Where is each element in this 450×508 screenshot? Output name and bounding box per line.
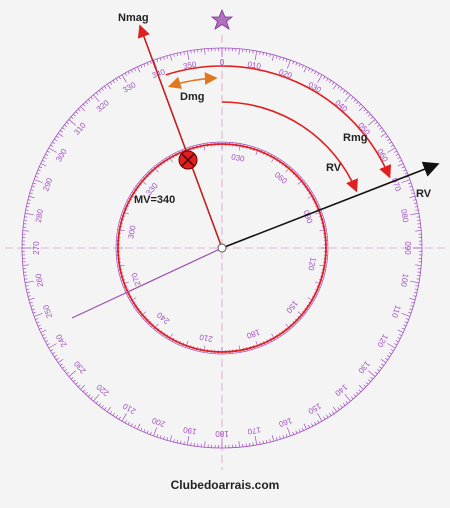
outer-rose-label: 090 [403,241,412,255]
mv-label: MV=340 [134,194,175,206]
dmg-label: Dmg [180,91,204,103]
outer-rose-label: 270 [32,241,41,255]
nmag-label: Nmag [118,12,149,24]
outer-rose-label: 180 [215,429,229,438]
footer: Clubedoarrais.com [171,478,280,492]
rmg-label: Rmg [343,132,367,144]
center [218,244,226,252]
rv-arc-label: RV [326,162,342,174]
rv-arrow-label: RV [416,188,432,200]
